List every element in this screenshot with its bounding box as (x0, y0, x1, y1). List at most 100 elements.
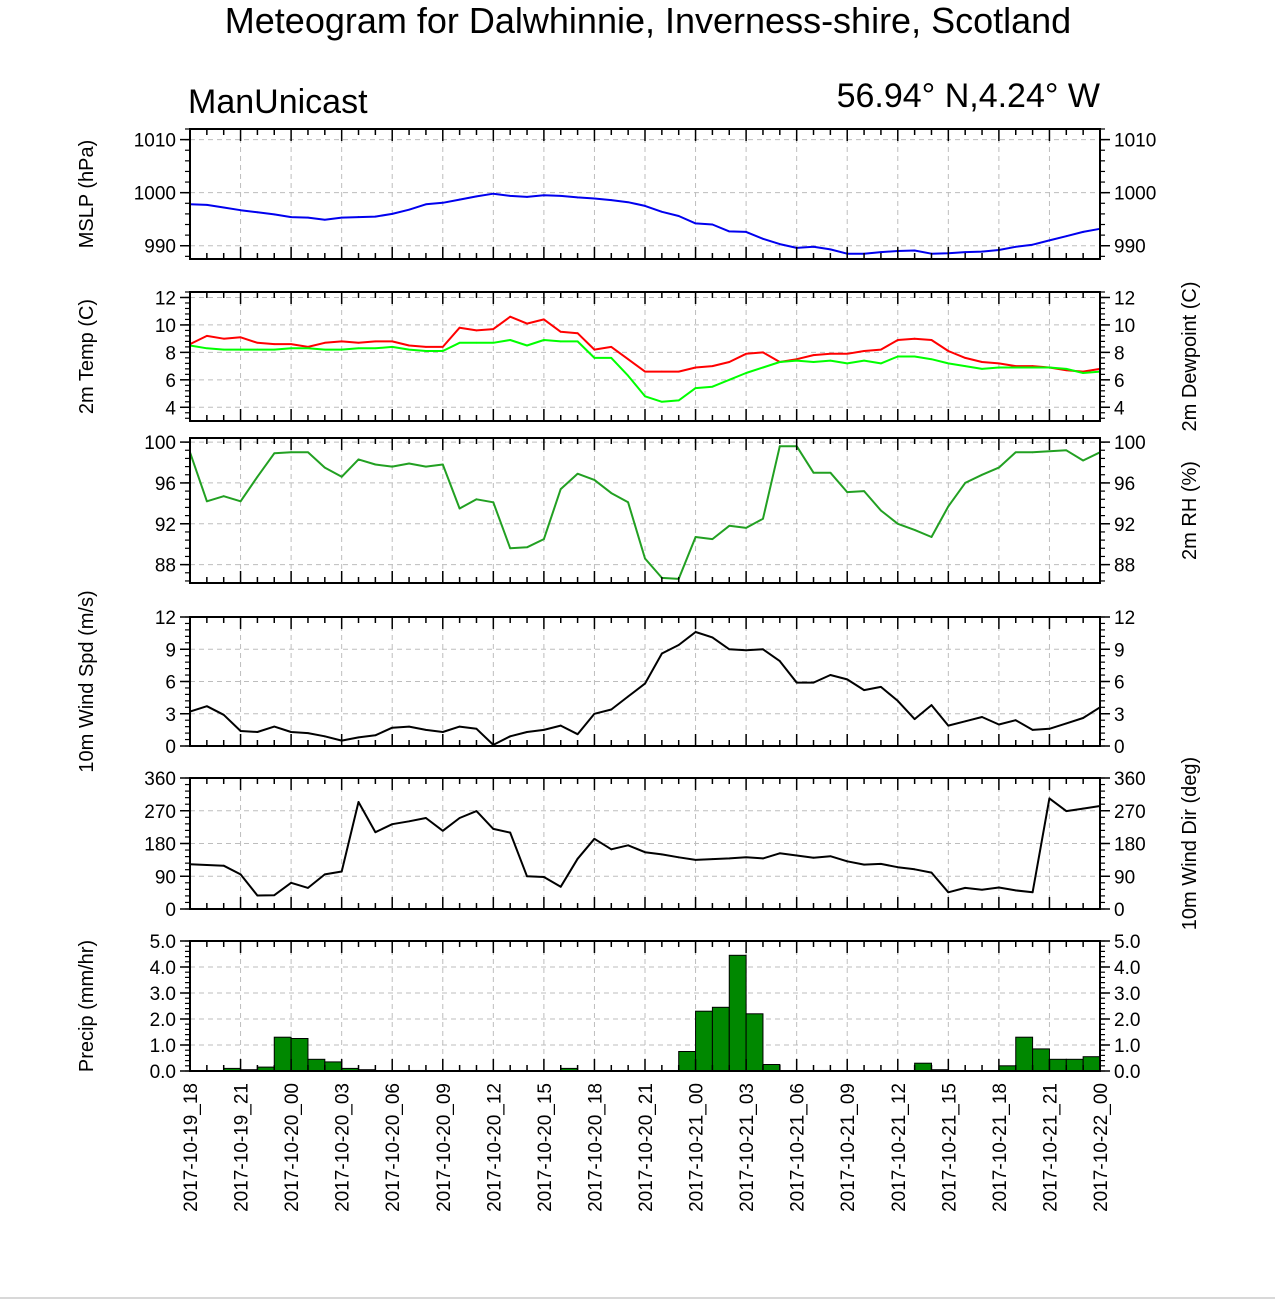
data-point (576, 733, 579, 736)
data-point (728, 857, 731, 860)
x-tick-label: 2017-10-21_18 (990, 1083, 1011, 1212)
data-point (677, 644, 680, 646)
data-point (694, 366, 697, 369)
x-tick-label: 2017-10-21_15 (939, 1083, 960, 1212)
data-point (964, 365, 967, 368)
data-point (357, 347, 360, 350)
x-tick-label: 2017-10-22_00 (1091, 1083, 1112, 1212)
data-point (660, 400, 663, 403)
y-tick-label-left: 1.0 (150, 1036, 176, 1057)
data-point (542, 538, 545, 540)
x-tick-label: 2017-10-21_06 (788, 1083, 809, 1212)
data-point (475, 329, 478, 332)
data-point (997, 362, 1000, 365)
data-point (812, 471, 815, 474)
data-point (644, 370, 646, 373)
data-point (981, 716, 983, 718)
data-point (997, 466, 1000, 469)
y-tick-label-right: 990 (1114, 237, 1146, 258)
data-point (509, 339, 512, 341)
data-point (559, 194, 562, 197)
data-point (880, 685, 882, 688)
data-point (846, 362, 849, 365)
data-point (795, 681, 798, 684)
data-point (425, 345, 427, 348)
y-tick-label-left: 3.0 (150, 984, 176, 1005)
data-point (222, 206, 225, 209)
data-point (711, 636, 714, 639)
data-point (1031, 243, 1034, 246)
data-point (374, 463, 377, 466)
data-point (357, 458, 360, 461)
data-point (323, 466, 326, 469)
data-point (795, 359, 798, 362)
data-point (981, 888, 983, 891)
data-point (930, 704, 933, 707)
data-point (1014, 719, 1017, 722)
data-point (357, 736, 360, 739)
data-point (677, 215, 680, 217)
data-point (880, 362, 882, 365)
data-point (778, 445, 781, 448)
data-point (576, 857, 579, 860)
y-tick-label-left: 0 (165, 900, 176, 921)
data-point (846, 491, 849, 494)
panel-wspd: 0 0 3 3 6 6 9 9 12 12 10m Wind Spd (m/s) (76, 590, 1135, 772)
y-tick-label-left: 12 (155, 608, 176, 629)
data-point (340, 475, 343, 478)
data-point (947, 724, 950, 727)
y-axis-title-left: MSLP (hPa) (76, 140, 98, 249)
data-point (728, 378, 731, 381)
data-point (694, 536, 697, 538)
data-point (745, 649, 748, 652)
data-point (981, 473, 983, 476)
y-tick-label-right: 5.0 (1114, 932, 1140, 953)
precip-bar (1032, 1048, 1050, 1072)
data-point (307, 216, 309, 219)
data-point (1031, 728, 1034, 731)
data-point (829, 248, 832, 251)
data-point (273, 343, 276, 346)
bottom-divider (0, 1297, 1275, 1299)
data-point (340, 340, 343, 343)
data-point (1065, 810, 1068, 813)
y-axis-title-left: 2m Temp (C) (76, 299, 98, 414)
data-point (1065, 235, 1068, 238)
data-point (340, 870, 343, 873)
data-point (846, 678, 849, 681)
data-point (340, 216, 343, 219)
data-point (1065, 367, 1068, 370)
data-point (256, 341, 259, 344)
data-point (728, 648, 731, 651)
x-tick-label: 2017-10-21_00 (687, 1083, 708, 1212)
data-point (913, 249, 916, 252)
y-tick-label-right: 180 (1114, 835, 1146, 856)
data-point (913, 718, 916, 721)
data-point (559, 885, 562, 888)
data-point (576, 472, 579, 475)
data-point (593, 478, 596, 481)
data-point (425, 203, 427, 206)
data-point (290, 343, 293, 346)
data-point (778, 660, 781, 662)
precip-bar (711, 1006, 730, 1072)
data-point (374, 347, 377, 350)
data-point (1048, 450, 1051, 453)
data-point (745, 352, 748, 355)
data-point (509, 194, 512, 197)
data-point (239, 348, 242, 351)
precip-bar (1082, 1056, 1101, 1072)
data-point (947, 350, 950, 352)
data-point (863, 689, 865, 691)
data-point (526, 344, 528, 347)
data-point (1048, 239, 1051, 242)
y-tick-label-left: 6 (165, 371, 176, 392)
data-point (997, 366, 1000, 369)
data-point (913, 529, 916, 531)
data-point (644, 557, 646, 560)
y-axis-title-right: 10m Wind Dir (deg) (1179, 757, 1201, 930)
y-tick-label-left: 4 (165, 398, 176, 419)
data-point (846, 352, 849, 355)
y-tick-label-right: 100 (1114, 433, 1146, 454)
y-tick-label-right: 270 (1114, 802, 1146, 823)
